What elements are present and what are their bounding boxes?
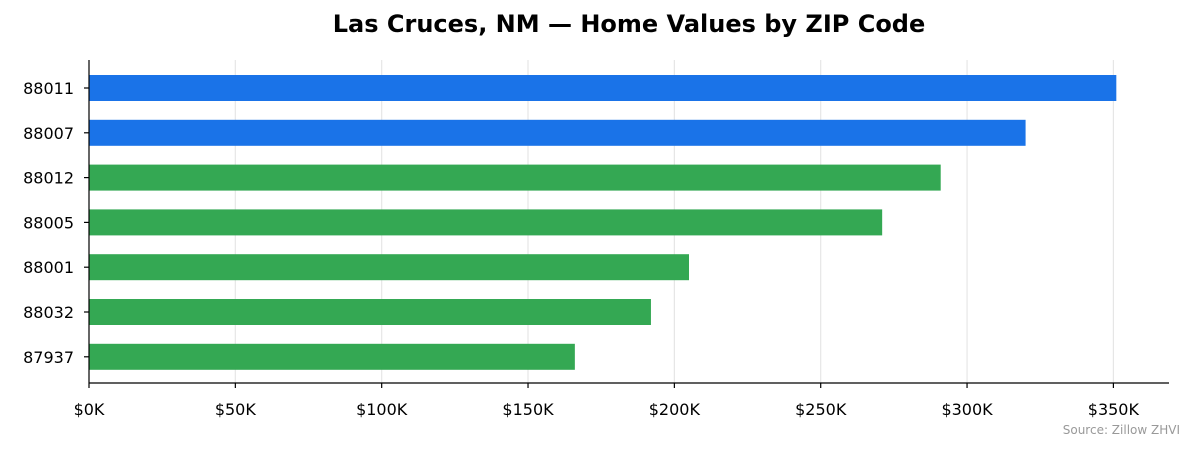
x-tick-label: $250K (795, 400, 847, 419)
x-tick-label: $100K (356, 400, 408, 419)
bar-88012 (89, 164, 941, 191)
source-note: Source: Zillow ZHVI (1062, 423, 1180, 437)
bar-88011 (89, 75, 1117, 101)
x-tick-label: $350K (1088, 400, 1140, 419)
y-tick-label: 87937 (23, 348, 74, 367)
chart-title: Las Cruces, NM — Home Values by ZIP Code (332, 10, 926, 38)
axes (84, 60, 1169, 388)
tick-labels: 88011 88007 88012 88005 88001 88032 87937 $0K $5… (23, 79, 1139, 419)
x-tick-label: $300K (941, 400, 993, 419)
bar-87937 (89, 343, 575, 370)
bar-88005 (89, 209, 883, 236)
x-tick-label: $200K (649, 400, 701, 419)
bar-88007 (89, 119, 1026, 146)
x-tick-label: $0K (74, 400, 105, 419)
x-tick-label: $150K (502, 400, 554, 419)
bar-88032 (89, 299, 651, 325)
x-tick-label: $50K (215, 400, 257, 419)
bar-88001 (89, 254, 689, 281)
y-tick-label: 88011 (23, 79, 74, 98)
y-tick-label: 88007 (23, 124, 74, 143)
y-tick-label: 88032 (23, 303, 74, 322)
y-tick-label: 88012 (23, 169, 74, 188)
y-tick-label: 88001 (23, 258, 74, 277)
y-tick-label: 88005 (23, 213, 74, 232)
bars (89, 75, 1117, 370)
